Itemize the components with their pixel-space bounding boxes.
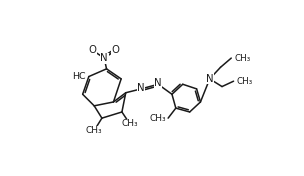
Text: HC: HC <box>72 72 86 81</box>
Text: O: O <box>89 45 97 55</box>
Text: N: N <box>137 83 145 93</box>
Text: N: N <box>206 74 213 84</box>
Text: CH₃: CH₃ <box>237 77 253 86</box>
Text: O: O <box>112 45 120 55</box>
Text: CH₃: CH₃ <box>234 54 250 63</box>
Text: CH₃: CH₃ <box>121 119 138 128</box>
Text: N: N <box>100 53 108 63</box>
Text: N: N <box>154 78 162 89</box>
Text: CH₃: CH₃ <box>150 114 167 123</box>
Text: CH₃: CH₃ <box>86 126 102 135</box>
